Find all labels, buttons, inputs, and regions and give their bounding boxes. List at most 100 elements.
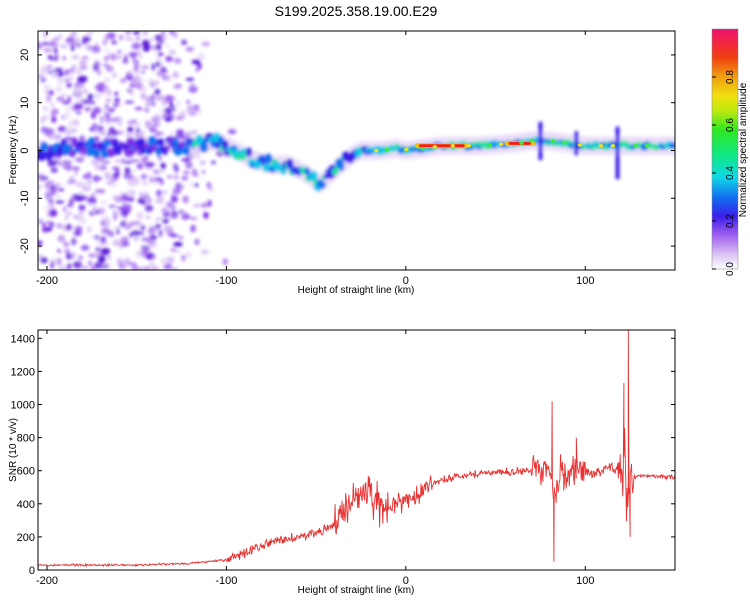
snr-ytick-label: 800 xyxy=(17,433,35,445)
ridge-blob xyxy=(142,143,149,149)
noise-blob xyxy=(87,93,94,101)
noise-blob xyxy=(66,82,72,88)
noise-blob xyxy=(134,106,143,111)
noise-blob xyxy=(82,88,89,95)
noise-blob xyxy=(62,56,67,61)
streak-blob xyxy=(615,126,620,180)
noise-blob xyxy=(144,266,151,270)
noise-blob xyxy=(156,169,166,174)
ridge-blob xyxy=(246,147,253,158)
noise-blob xyxy=(77,75,88,83)
colorbar-tick-label: 0.4 xyxy=(725,166,736,180)
noise-blob xyxy=(63,160,73,165)
spec-ytick-label: 10 xyxy=(19,97,31,109)
noise-blob xyxy=(58,71,64,78)
noise-blob xyxy=(86,43,93,51)
snr-ytick-label: 400 xyxy=(17,499,35,511)
noise-blob xyxy=(180,39,188,45)
noise-blob xyxy=(90,265,96,270)
noise-blob xyxy=(185,46,195,52)
noise-blob xyxy=(171,208,176,214)
noise-blob xyxy=(123,222,132,230)
noise-blob xyxy=(116,227,120,236)
ridge-spot xyxy=(577,143,583,147)
noise-blob xyxy=(191,130,198,135)
noise-blob xyxy=(70,65,77,69)
noise-blob xyxy=(111,53,116,62)
noise-blob xyxy=(181,158,190,162)
noise-blob xyxy=(72,238,79,245)
noise-blob xyxy=(88,211,95,216)
noise-blob xyxy=(180,133,188,142)
noise-blob xyxy=(66,223,72,231)
streak-blob xyxy=(538,121,543,161)
noise-blob xyxy=(151,93,156,101)
noise-blob xyxy=(160,162,166,170)
noise-blob xyxy=(131,53,137,61)
noise-blob xyxy=(145,197,152,204)
colorbar-tick-label: 0.0 xyxy=(725,262,736,276)
noise-blob xyxy=(156,37,165,45)
noise-blob xyxy=(120,77,127,84)
colorbar-tick-label: 0.8 xyxy=(725,70,736,84)
noise-blob xyxy=(126,189,136,198)
noise-blob xyxy=(164,117,172,122)
noise-blob xyxy=(124,100,135,104)
noise-blob xyxy=(108,126,115,134)
noise-blob xyxy=(129,83,137,88)
noise-blob xyxy=(75,42,82,48)
noise-blob xyxy=(101,215,111,223)
noise-blob xyxy=(147,78,156,85)
noise-blob xyxy=(117,120,123,127)
noise-blob xyxy=(71,251,76,260)
noise-blob xyxy=(80,244,90,251)
noise-blob xyxy=(200,202,208,208)
snr-ytick-label: 1400 xyxy=(11,333,35,345)
noise-blob xyxy=(169,132,175,136)
noise-blob xyxy=(123,258,131,263)
noise-blob xyxy=(164,94,174,103)
noise-blob xyxy=(160,257,169,265)
noise-blob xyxy=(98,164,107,171)
noise-blob xyxy=(132,69,139,73)
noise-blob xyxy=(61,115,66,120)
ridge-blob xyxy=(102,140,111,147)
snr-ytick-label: 200 xyxy=(17,532,35,544)
noise-blob xyxy=(64,248,71,254)
noise-blob xyxy=(55,86,62,93)
noise-blob xyxy=(145,161,154,170)
noise-blob xyxy=(81,56,89,60)
noise-blob xyxy=(103,77,111,83)
noise-blob xyxy=(129,79,137,84)
noise-blob xyxy=(196,53,206,61)
colorbar-label: Normalized spectral amplitude xyxy=(738,82,749,217)
noise-blob xyxy=(76,67,83,74)
ridge-spot xyxy=(498,142,504,146)
noise-blob xyxy=(193,104,200,112)
spec-ytick-label: -10 xyxy=(19,190,31,206)
snr-ytick-label: 1200 xyxy=(11,366,35,378)
noise-blob xyxy=(124,160,133,164)
noise-blob xyxy=(163,263,173,270)
noise-blob xyxy=(154,88,161,95)
ridge-blob xyxy=(217,136,225,145)
noise-blob xyxy=(90,158,101,165)
noise-blob xyxy=(107,232,115,238)
spec-xtick-label: -100 xyxy=(215,275,237,287)
noise-blob xyxy=(40,116,45,124)
noise-blob xyxy=(146,215,151,220)
ridge-blob xyxy=(71,137,78,147)
ridge-spot xyxy=(598,144,604,148)
noise-blob xyxy=(38,241,42,247)
ridge-spot xyxy=(432,145,438,149)
noise-blob xyxy=(60,44,67,49)
noise-blob xyxy=(94,262,103,270)
noise-blob xyxy=(56,96,65,102)
noise-blob xyxy=(154,177,163,183)
ridge-spot xyxy=(384,147,389,152)
noise-blob xyxy=(96,235,102,243)
noise-blob xyxy=(111,183,117,188)
noise-blob xyxy=(97,255,106,263)
noise-blob xyxy=(110,117,120,122)
